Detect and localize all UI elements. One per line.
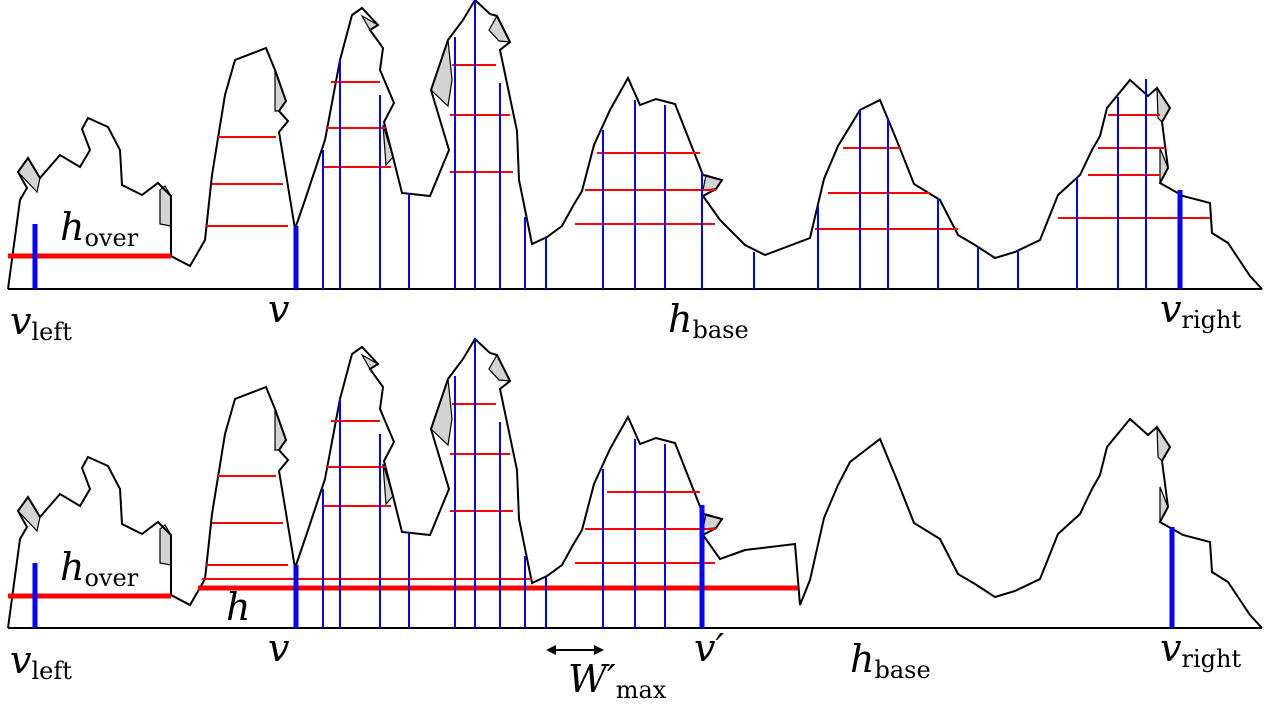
vertical-segments — [32, 339, 1175, 628]
v-left-label: vleft — [10, 299, 72, 346]
top-panel: vleft hover v hbase vright — [7, 0, 1263, 346]
h-base-label: hbase — [850, 637, 931, 684]
w-max-label: W′max — [568, 657, 667, 704]
v-right-label: vright — [1160, 626, 1241, 673]
vertical-segments — [32, 0, 1183, 289]
overhang-shading — [17, 353, 1171, 566]
v-left-label: vleft — [10, 638, 72, 685]
h-over-label: hover — [60, 545, 139, 592]
h-over-label: hover — [60, 205, 139, 252]
terrain-profile — [7, 0, 1263, 290]
overhang-shading — [17, 14, 1171, 227]
v-right-label: vright — [1160, 287, 1241, 334]
water-levels — [8, 64, 1210, 259]
h-label: h — [226, 585, 250, 629]
v-prime-label: v′ — [694, 626, 724, 670]
h-base-label: hbase — [668, 297, 749, 344]
v-label: v — [268, 287, 290, 331]
terrain-profile — [7, 337, 1263, 629]
bottom-panel: vleft hover h v W′max v′ hbase vright — [7, 337, 1263, 704]
v-label: v — [268, 626, 290, 670]
